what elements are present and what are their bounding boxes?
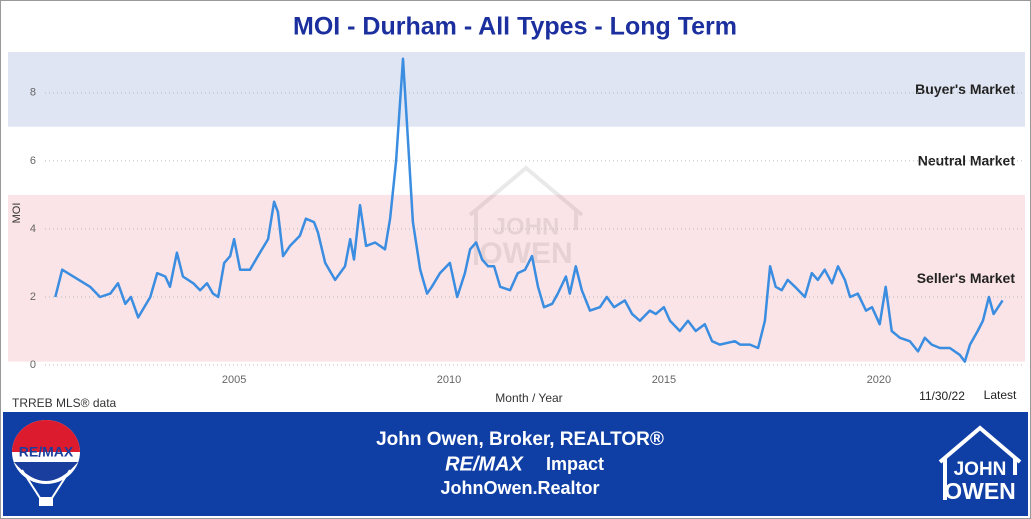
x-tick-label: 2015 [652, 374, 676, 386]
footer-band [3, 412, 1028, 516]
y-axis-label: MOI [11, 203, 23, 224]
john-owen-logo: JOHN OWEN [938, 425, 1022, 504]
footer-brand: RE/MAX [445, 453, 524, 475]
footer-brand-rest: Impact [546, 454, 604, 474]
chart-title: MOI - Durham - All Types - Long Term [293, 13, 737, 41]
market-band [8, 126, 1025, 195]
footer-website: JohnOwen.Realtor [440, 478, 599, 498]
logo-line: OWEN [944, 478, 1016, 504]
logo-line: JOHN [954, 459, 1007, 480]
y-tick-label: 8 [30, 87, 36, 99]
watermark-text: JOHN [493, 213, 560, 240]
band-label: Buyer's Market [915, 81, 1015, 97]
y-tick-label: 0 [30, 359, 36, 371]
market-band [8, 52, 1025, 127]
x-tick-label: 2005 [222, 374, 246, 386]
watermark-house [468, 165, 584, 265]
source: TRREB MLS® data [12, 396, 117, 410]
balloon-text: RE/MAX [19, 444, 74, 460]
balloon-logo: RE/MAX [12, 420, 80, 506]
watermark-text: OWEN [479, 237, 572, 270]
y-tick-label: 4 [30, 223, 36, 235]
y-tick-label: 2 [30, 291, 36, 303]
band-label: Seller's Market [917, 270, 1016, 286]
band-label: Neutral Market [918, 153, 1016, 169]
x-axis-label: Month / Year [495, 391, 562, 405]
y-tick-label: 6 [30, 155, 36, 167]
latest-date: 11/30/22 [919, 389, 965, 403]
latest-label: Latest [984, 388, 1017, 402]
x-tick-label: 2010 [437, 374, 461, 386]
footer-name: John Owen, Broker, REALTOR® [376, 429, 664, 450]
data-line [54, 57, 1004, 363]
x-tick-label: 2020 [867, 374, 891, 386]
